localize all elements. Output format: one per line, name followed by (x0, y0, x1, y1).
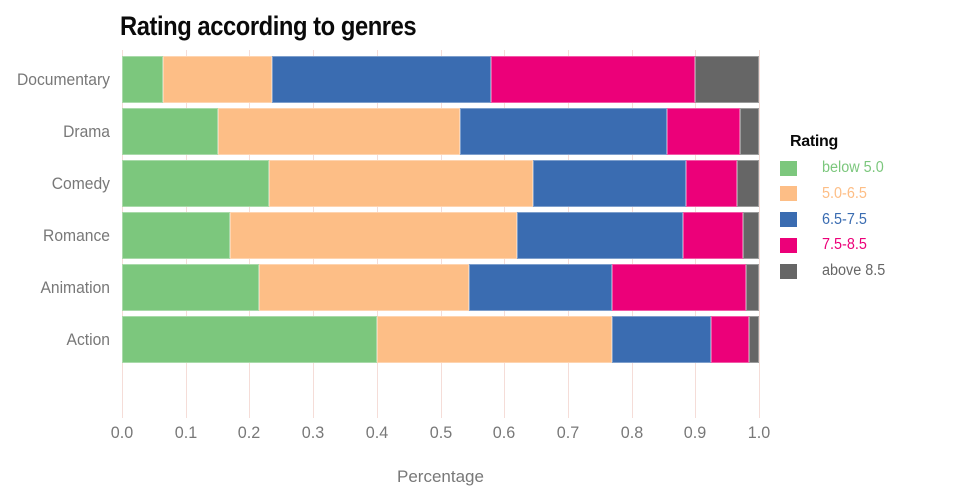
bar-segment-action-5-0-6-5 (376, 316, 613, 363)
x-tick-label-0.6: 0.6 (492, 423, 516, 442)
bar-segment-drama-5-0-6-5 (217, 108, 460, 155)
y-tick-label-documentary: Documentary (16, 69, 110, 89)
bar-segment-action-below-5-0 (122, 316, 377, 363)
x-axis-title: Percentage (397, 467, 484, 486)
y-tick-label-animation: Animation (40, 277, 110, 297)
legend-entry-6-5-7-5: 6.5-7.5 (780, 210, 870, 228)
bar-segment-drama-above-8-5 (739, 108, 759, 155)
x-tick-label-0.8: 0.8 (620, 423, 643, 442)
bar-segment-animation-7-5-8-5 (612, 264, 747, 311)
bar-segment-romance-above-8-5 (743, 212, 759, 259)
bar-segment-animation-5-0-6-5 (258, 264, 470, 311)
x-tick-label-0.5: 0.5 (429, 423, 452, 442)
bar-segment-animation-6-5-7-5 (469, 264, 613, 311)
x-tick-label-1.0: 1.0 (747, 423, 771, 442)
x-tick-label-0.4: 0.4 (365, 423, 389, 442)
legend-swatch-5-0-6-5 (780, 186, 797, 202)
bar-segment-action-above-8-5 (749, 316, 759, 363)
legend-label-5-0-6-5: 5.0-6.5 (822, 184, 867, 202)
bar-segment-action-7-5-8-5 (711, 316, 750, 363)
bar-segment-animation-above-8-5 (746, 264, 759, 311)
legend-title: Rating (790, 133, 838, 150)
x-tick-label-0.3: 0.3 (301, 423, 325, 442)
bar-segment-drama-7-5-8-5 (666, 108, 740, 155)
bar-segment-comedy-6-5-7-5 (532, 160, 686, 207)
bar-segment-romance-5-0-6-5 (230, 212, 517, 259)
legend-swatch-above-8-5 (780, 263, 797, 279)
legend-label-above-8-5: above 8.5 (822, 262, 886, 280)
y-tick-label-drama: Drama (63, 121, 110, 141)
bar-segment-romance-7-5-8-5 (682, 212, 744, 259)
chart-title: Rating according to genres (120, 11, 417, 41)
x-axis-ticks: 0.0 0.1 0.2 0.3 0.4 0.5 0.6 0.7 0.8 0.9 1.0 (111, 423, 770, 443)
legend-swatch-below-5-0 (780, 160, 797, 176)
bar-segment-comedy-7-5-8-5 (685, 160, 737, 207)
x-tick-label-0.1: 0.1 (174, 423, 197, 442)
bar-segment-documentary-5-0-6-5 (163, 56, 272, 103)
bar-segment-drama-6-5-7-5 (459, 108, 667, 155)
bar-segment-documentary-below-5-0 (122, 56, 164, 103)
legend-swatch-7-5-8-5 (780, 237, 797, 253)
legend-label-6-5-7-5: 6.5-7.5 (822, 210, 867, 228)
plot-area (122, 50, 760, 418)
bar-segment-documentary-6-5-7-5 (271, 56, 492, 103)
bar-segment-animation-below-5-0 (122, 264, 259, 311)
y-axis-labels: Documentary Drama Comedy Romance Animation Ac… (0, 50, 110, 418)
x-tick-label-0.2: 0.2 (238, 423, 261, 442)
bar-segment-comedy-above-8-5 (736, 160, 759, 207)
x-tick-label-0.7: 0.7 (556, 423, 580, 442)
legend-entry-7-5-8-5: 7.5-8.5 (780, 236, 870, 254)
x-tick-label-0.0: 0.0 (110, 423, 134, 442)
bar-segment-romance-below-5-0 (122, 212, 231, 259)
bar-segment-documentary-above-8-5 (695, 56, 759, 103)
legend-entry-below-5-0: below 5.0 (780, 159, 888, 176)
legend-entry-5-0-6-5: 5.0-6.5 (780, 184, 870, 202)
bar-segment-action-6-5-7-5 (612, 316, 712, 363)
y-tick-label-comedy: Comedy (51, 173, 110, 193)
x-tick-label-0.9: 0.9 (684, 423, 707, 442)
legend-entry-above-8-5: above 8.5 (780, 262, 890, 280)
bar-segment-comedy-5-0-6-5 (268, 160, 533, 207)
y-tick-label-action: Action (66, 329, 110, 349)
bar-segment-documentary-7-5-8-5 (491, 56, 696, 103)
legend-swatch-6-5-7-5 (780, 212, 797, 228)
bar-segment-comedy-below-5-0 (122, 160, 269, 207)
legend-label-7-5-8-5: 7.5-8.5 (822, 236, 867, 254)
y-tick-label-romance: Romance (43, 225, 111, 245)
gridline-1.0 (759, 50, 760, 418)
legend-label-below-5-0: below 5.0 (822, 159, 884, 176)
legend: Rating below 5.0 5.0-6.5 6.5-7.5 7.5-8.5 abo… (780, 133, 955, 279)
bar-segment-romance-6-5-7-5 (516, 212, 683, 259)
bar-segment-drama-below-5-0 (122, 108, 218, 155)
